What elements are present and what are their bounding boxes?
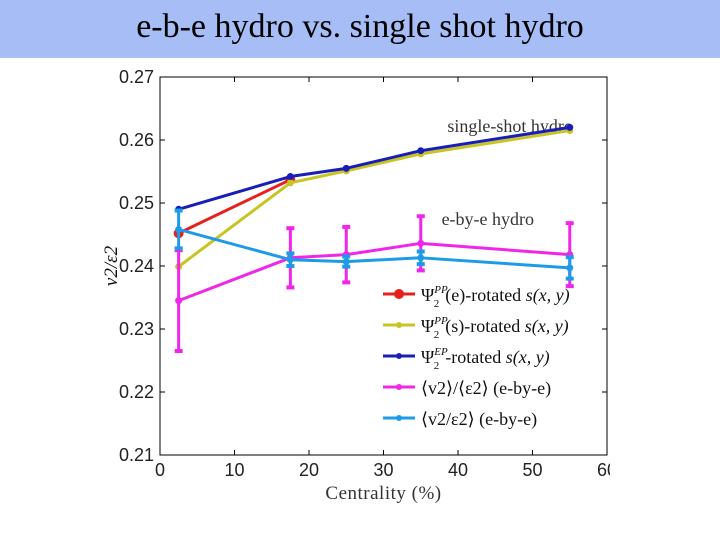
- data-point-4: [342, 258, 350, 266]
- legend-label-0: Ψ2PP(e)-rotated s(x, y)ΨPP 2 (e)-rotated s…: [421, 284, 570, 310]
- legend-marker-3: [396, 384, 402, 390]
- series-line-4: [178, 228, 570, 270]
- legend-label-4: ⟨v2/ε2⟩ (e-by-e): [421, 409, 537, 430]
- x-tick-label: 40: [448, 460, 468, 480]
- y-axis-label: v2/ε2: [101, 245, 122, 286]
- legend-label-3: ⟨v2⟩/⟨ε2⟩ (e-by-e): [421, 378, 551, 399]
- data-point-4: [286, 256, 294, 264]
- title-bar: [0, 0, 720, 58]
- x-tick-label: 0: [155, 460, 165, 480]
- y-tick-label: 0.26: [119, 130, 154, 150]
- y-tick-label: 0.23: [119, 319, 154, 339]
- data-point-3: [417, 239, 425, 247]
- legend-marker-0: [394, 289, 404, 299]
- legend-label-2: Ψ2EP-rotated s(x, y)ΨEP 2 -rotated s(x, y): [421, 346, 550, 372]
- data-point-2: [566, 123, 574, 131]
- data-point-1: [286, 179, 294, 187]
- x-tick-label: 50: [522, 460, 542, 480]
- y-tick-label: 0.27: [119, 67, 154, 87]
- slide-title: e-b-e hydro vs. single shot hydro: [136, 8, 584, 45]
- x-axis-label: Centrality (%): [325, 483, 441, 504]
- data-point-3: [175, 297, 183, 305]
- data-point-2: [286, 173, 294, 181]
- plot-frame: 0 10 20 30 40 50 60 0.21 0.22 0.23 0.24 0.25 0.26 0.2…: [95, 62, 617, 512]
- x-tick-label: 30: [373, 460, 393, 480]
- data-point-2: [417, 147, 425, 155]
- data-point-2: [342, 164, 350, 172]
- series-line-0: [177, 178, 292, 235]
- x-tick-label: 10: [224, 460, 244, 480]
- legend-marker-1: [396, 322, 402, 328]
- y-tick-label: 0.24: [119, 256, 154, 276]
- x-tick-label: 60: [597, 460, 610, 480]
- data-point-4: [175, 225, 183, 233]
- legend-marker-4: [396, 415, 402, 421]
- legend-marker-2: [396, 353, 402, 359]
- y-tick-label: 0.21: [119, 445, 154, 465]
- y-tick-label: 0.22: [119, 382, 154, 402]
- y-tick-label: 0.25: [119, 193, 154, 213]
- data-point-4: [566, 264, 574, 272]
- legend-label-1: Ψ2PP(s)-rotated s(x, y)ΨPP 2 (s)-rotated s…: [421, 315, 569, 341]
- data-point-4: [417, 254, 425, 262]
- chart: 0 10 20 30 40 50 60 0.21 0.22 0.23 0.24 0.25 0.26 0.2…: [101, 67, 617, 504]
- annotation-1: e-by-e hydro: [442, 209, 534, 229]
- x-tick-label: 20: [299, 460, 319, 480]
